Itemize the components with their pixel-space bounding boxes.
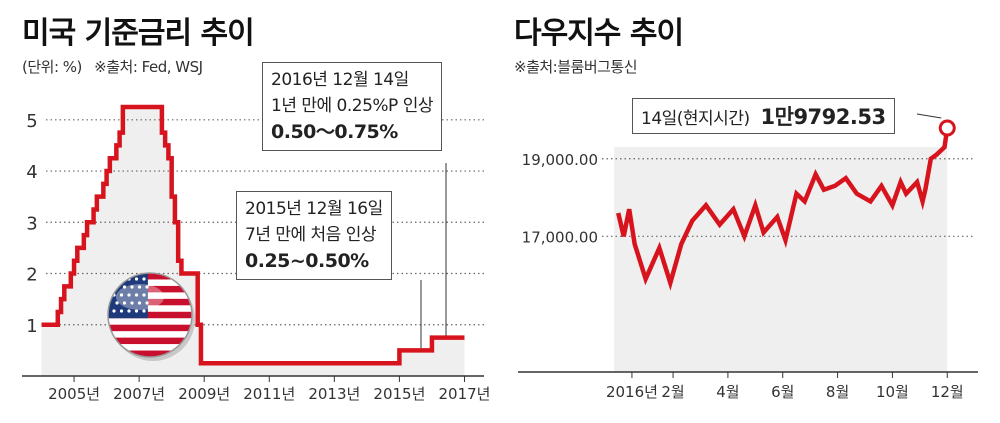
fed-xtick-label: 2005년 [48, 385, 100, 403]
annotation-2016-line1: 2016년 12월 14일 [271, 70, 409, 90]
fed-rate-chart: 1 2 3 4 5 2005년 2007년 2009년 2011년 2013년 2015년 2017년 [22, 104, 490, 403]
fed-ytick-label: 4 [26, 162, 37, 183]
dow-ytick-label: 17,000.00 [522, 228, 598, 246]
dow-chart-title: 다우지수 추이 [514, 16, 684, 51]
fed-source: ※출처: Fed, WSJ [94, 58, 203, 76]
fed-xtick-label: 2013년 [308, 385, 360, 403]
dow-xtick-label: 6월 [771, 383, 794, 401]
fed-xtick-label: 2009년 [178, 385, 230, 403]
fed-ytick-label: 2 [26, 265, 37, 286]
dow-xtick-label: 2016년 [606, 383, 658, 401]
fed-ytick-label: 3 [26, 213, 37, 234]
annotation-2015-rate: 0.25~0.50% [245, 250, 369, 272]
dow-xtick-label: 10월 [876, 383, 909, 401]
annotation-2016-line2: 1년 만에 0.25%P 인상 [271, 96, 433, 116]
annotation-2015-line2: 7년 만에 처음 인상 [245, 225, 377, 245]
dow-area-fill [614, 147, 948, 372]
annotation-2015-callout: 2015년 12월 16일 7년 만에 처음 인상 0.25~0.50% [236, 191, 392, 280]
flag-rim [107, 272, 193, 358]
dow-xtick-label: 8월 [826, 383, 849, 401]
dow-xtick-label: 12월 [931, 383, 964, 401]
dow-index-chart: 17,000.00 19,000.00 2016년 2월 4월 6월 8월 10월 12월 [518, 113, 978, 401]
dow-latest-value: 1만9792.53 [760, 105, 887, 129]
annotation-2016-callout: 2016년 12월 14일 1년 만에 0.25%P 인상 0.50～0.75% [262, 62, 442, 151]
dow-latest-point [938, 119, 956, 137]
dow-latest-callout: 14일(현지시간) 1만9792.53 [632, 98, 895, 134]
annotation-2015-line1: 2015년 12월 16일 [245, 199, 383, 219]
fed-chart-title: 미국 기준금리 추이 [22, 16, 255, 51]
fed-xtick-label: 2011년 [243, 385, 295, 403]
dow-index-line [616, 127, 950, 291]
fed-unit: (단위: %) [22, 58, 82, 76]
fed-xtick-label: 2017년 [438, 385, 490, 403]
fed-rate-line [41, 104, 465, 366]
dow-latest-date: 14일(현지시간) [641, 109, 750, 129]
dow-xtick-label: 2월 [661, 383, 684, 401]
dow-callout-leader [916, 113, 942, 119]
annotation-2016-rate: 0.50～0.75% [271, 121, 398, 143]
fed-unit-label: (단위: %) ※출처: Fed, WSJ [22, 56, 203, 77]
dow-panel: 다우지수 추이 ※출처:블룸버그통신 17,000.00 19,000.00 201… [500, 0, 1000, 423]
fed-ytick-label: 1 [26, 316, 37, 337]
dow-ytick-label: 19,000.00 [522, 151, 598, 169]
fed-xtick-label: 2007년 [113, 385, 165, 403]
dow-source: ※출처:블룸버그통신 [514, 58, 638, 76]
fed-ytick-label: 5 [26, 111, 37, 132]
flag-shine [116, 284, 164, 310]
fed-xtick-label: 2015년 [373, 385, 425, 403]
fed-rate-panel: 미국 기준금리 추이 (단위: %) ※출처: Fed, WSJ 1 2 3 4 5 20… [22, 16, 490, 403]
dow-xtick-label: 4월 [716, 383, 739, 401]
